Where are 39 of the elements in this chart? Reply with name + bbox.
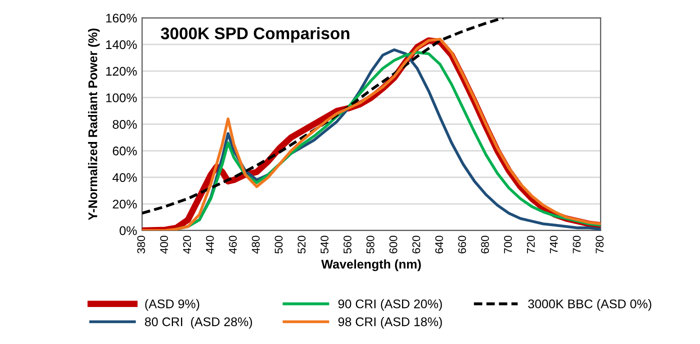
x-tick-label: 400 <box>160 236 168 254</box>
x-tick-label: 620 <box>412 236 420 254</box>
x-tick-label: 560 <box>344 236 352 254</box>
y-tick-label: 0% <box>120 226 137 236</box>
y-tick-label: 140% <box>106 40 137 50</box>
x-tick-label: 780 <box>596 236 604 254</box>
x-tick-label: 760 <box>572 236 581 254</box>
x-tick-label: 680 <box>481 236 489 254</box>
x-tick-label: 380 <box>137 236 146 254</box>
y-tick-label: 100% <box>106 93 137 102</box>
x-tick-label: 500 <box>274 236 283 254</box>
legend-label: 90 CRI (ASD 20%) <box>338 299 442 311</box>
y-tick-label: 120% <box>106 66 137 76</box>
y-tick-label: 160% <box>106 14 137 23</box>
text: 3000K SPD Comparison <box>160 27 350 43</box>
x-axis-title: Wavelength (nm) <box>321 259 421 272</box>
line-series <box>142 18 505 215</box>
x-tick-label: 440 <box>206 236 214 254</box>
y-tick-label: 40% <box>112 173 137 182</box>
x-tick-label: 520 <box>298 236 306 254</box>
y-axis-title: Y-Normalized Radiant Power (%) <box>88 28 100 220</box>
x-tick-label: 660 <box>458 236 466 254</box>
x-tick-label: 740 <box>550 236 558 254</box>
x-tick-label: 420 <box>183 236 191 254</box>
legend-label: 3000K BBC (ASD 0%) <box>528 299 652 311</box>
x-tick-label: 700 <box>504 236 512 254</box>
x-tick-label: 540 <box>320 236 328 254</box>
legend-label: 98 CRI (ASD 18%) <box>338 317 442 329</box>
x-tick-label: 580 <box>366 236 374 254</box>
y-tick-label: 20% <box>112 200 137 209</box>
x-tick-label: 720 <box>526 236 535 254</box>
legend-label: (ASD 9%) <box>145 299 200 311</box>
x-tick-label: 480 <box>252 236 260 254</box>
x-tick-label: 640 <box>435 236 444 254</box>
x-tick-label: 600 <box>389 236 398 254</box>
y-tick-label: 60% <box>112 146 137 156</box>
x-tick-label: 460 <box>228 236 237 254</box>
legend-label: 80 CRI (ASD 28%) <box>144 317 252 329</box>
y-tick-label: 80% <box>112 120 137 129</box>
